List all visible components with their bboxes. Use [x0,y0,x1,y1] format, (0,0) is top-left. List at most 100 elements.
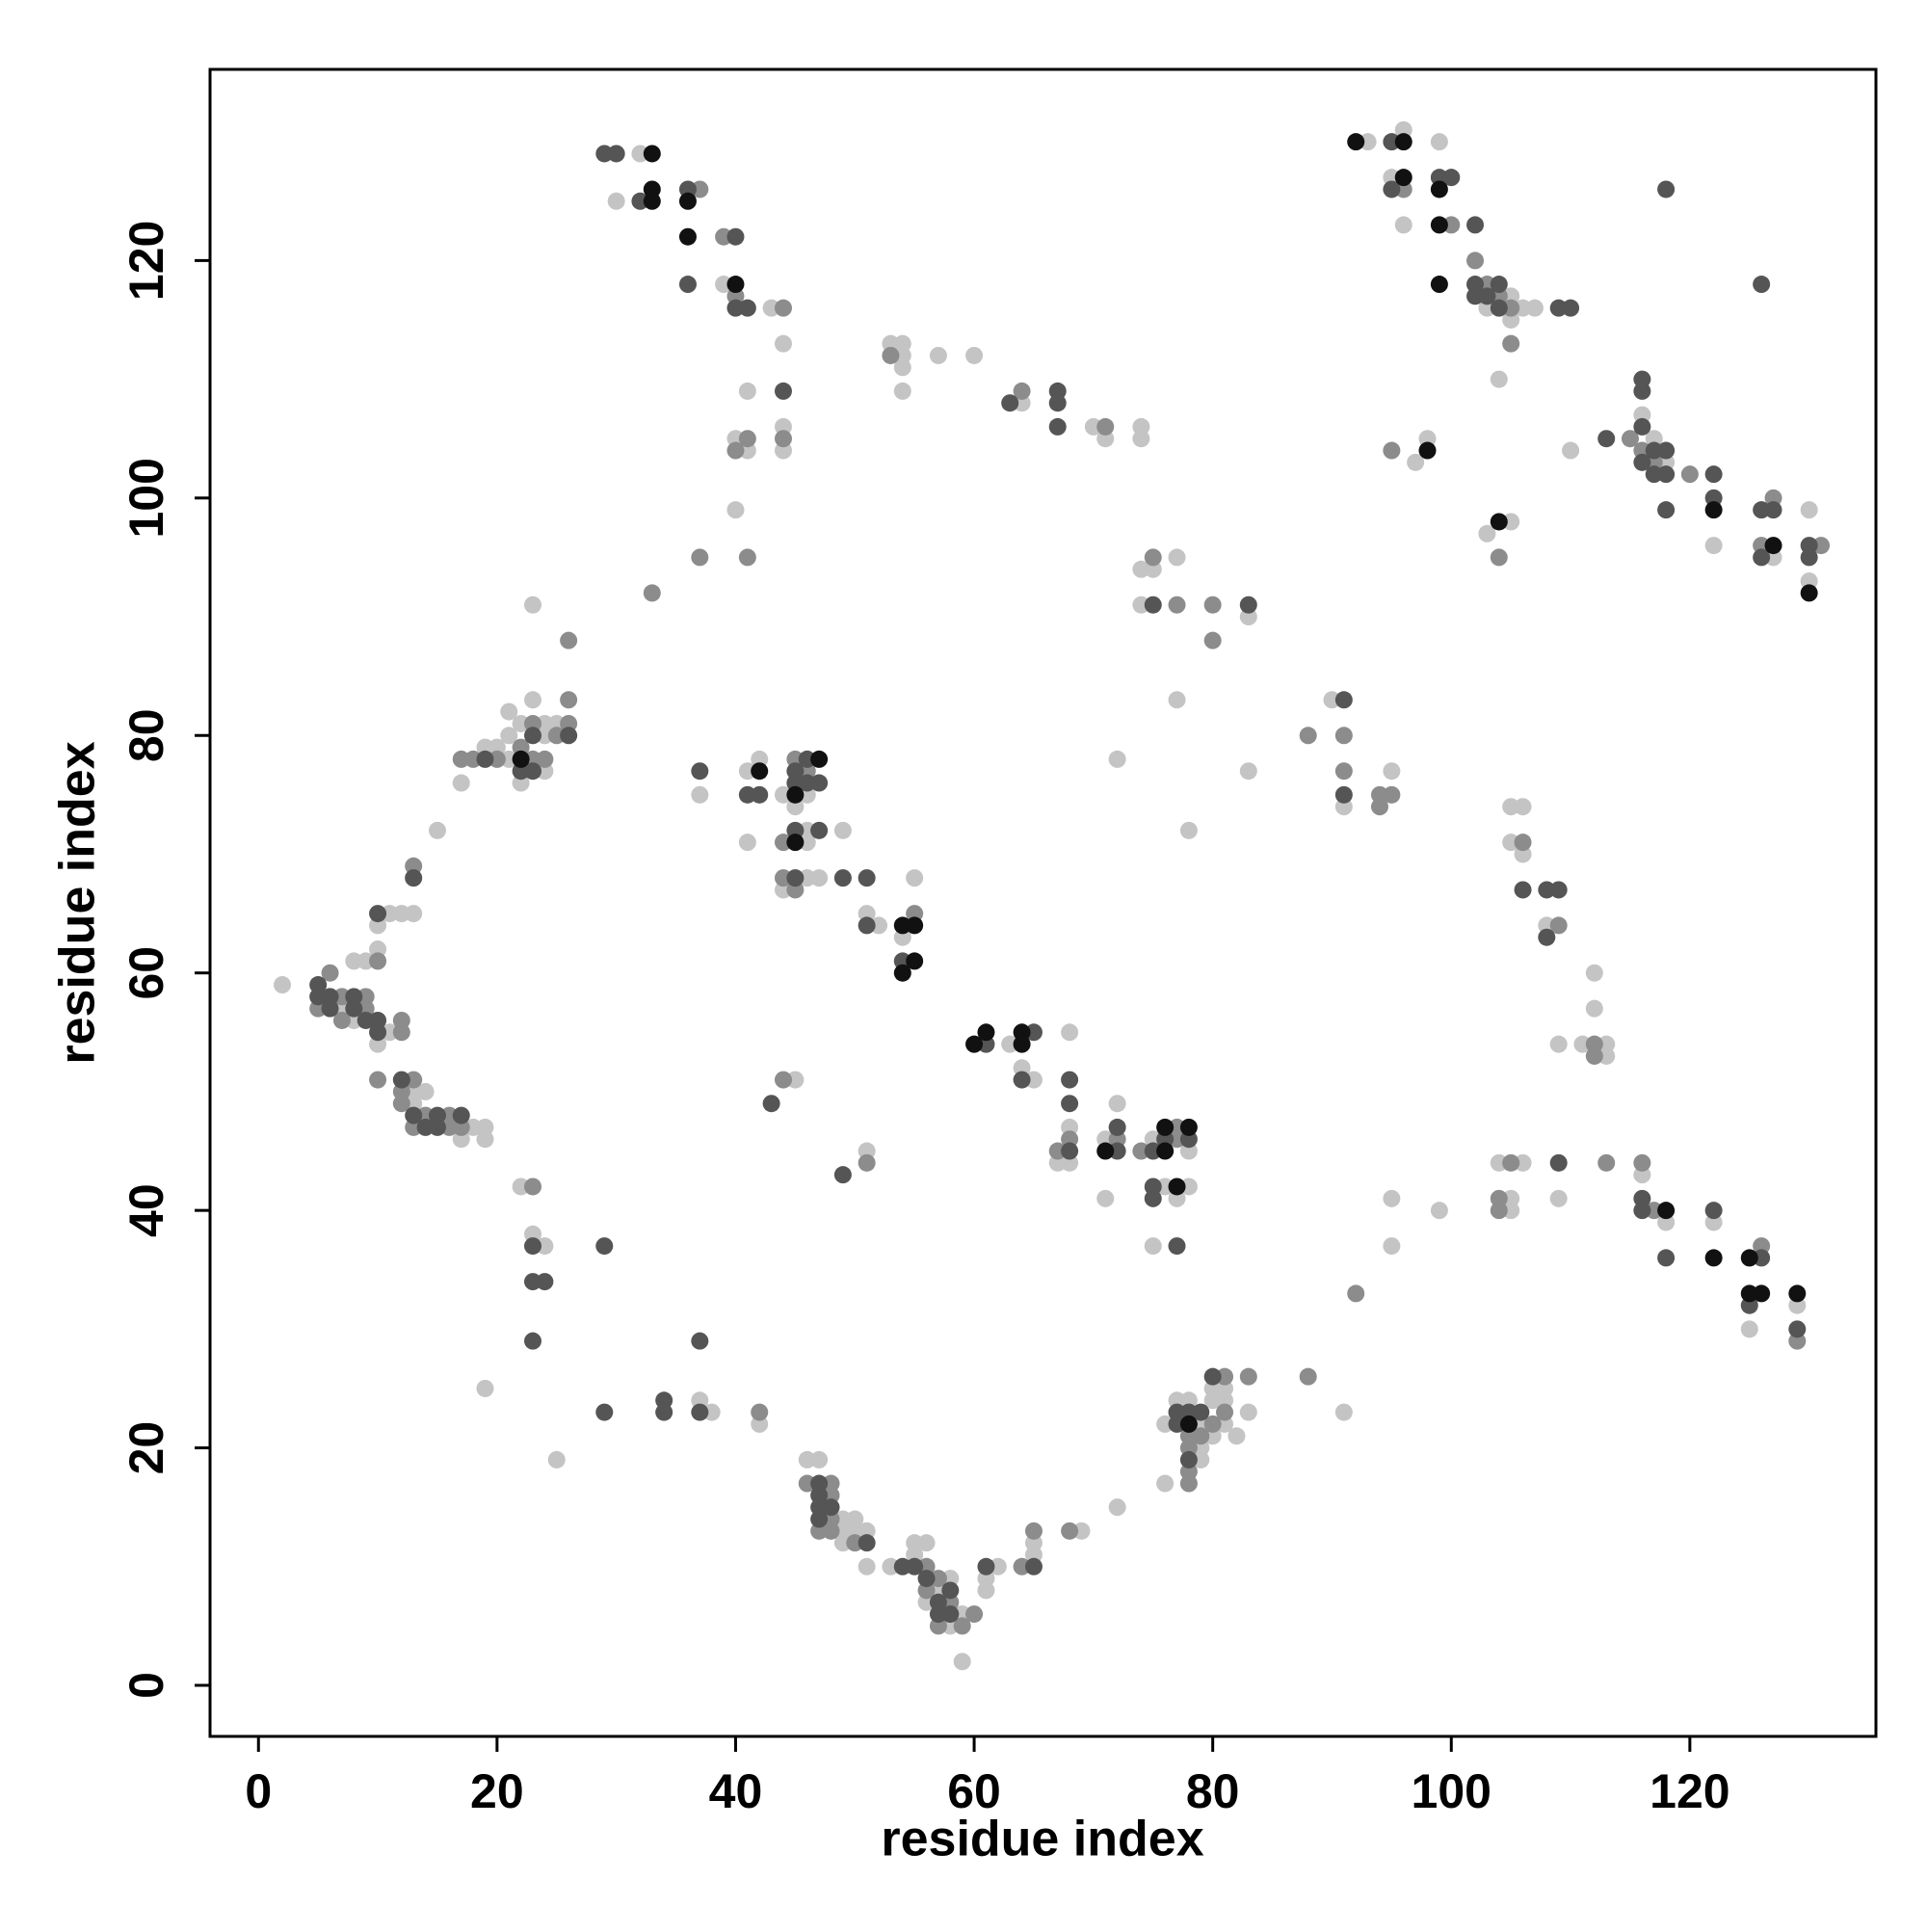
point [1192,1439,1210,1457]
point [547,727,566,745]
point [1334,1403,1353,1421]
point [786,762,805,781]
x-tick-label: 60 [947,1764,1001,1818]
point [1633,1166,1651,1184]
point [464,1118,483,1136]
point [691,1332,709,1350]
point [536,714,554,732]
point [798,785,816,804]
point [678,276,697,294]
point [512,762,530,781]
point [560,631,578,649]
point [1096,1142,1115,1160]
point [715,276,733,294]
point [738,299,756,317]
point [774,1071,792,1089]
point [392,1023,410,1042]
point [1466,216,1485,234]
point [1549,299,1568,317]
point [917,1557,936,1575]
point [715,227,733,246]
point [1442,169,1461,187]
point [726,276,745,294]
point [833,1534,852,1552]
point [1156,1142,1175,1160]
point [965,1605,984,1624]
point [1549,1035,1568,1053]
point [524,762,542,781]
point [321,964,339,982]
point [1299,727,1317,745]
point [1383,1189,1401,1207]
point [1645,1202,1663,1220]
point [1013,1059,1031,1077]
point [488,750,506,768]
point [965,1035,984,1053]
point [1740,1284,1758,1303]
point [1024,1546,1043,1564]
plot-frame [208,67,1878,1738]
point [846,1522,864,1540]
point [1740,1249,1758,1267]
point [751,1415,769,1433]
point [1466,251,1485,270]
point [1168,548,1186,567]
point [369,905,387,923]
point [929,1605,947,1624]
point [906,952,924,970]
point [833,1522,852,1540]
point [822,1510,840,1528]
point [738,785,756,804]
point [1704,465,1723,484]
point [1478,287,1496,305]
point [1514,1153,1532,1172]
point [810,1486,829,1504]
point [1800,548,1818,567]
point [977,1570,995,1588]
point [1108,1118,1126,1136]
point [917,1593,936,1611]
point [607,192,625,210]
point [1168,1189,1186,1207]
point [369,1071,387,1089]
point [1740,1320,1758,1338]
point [929,1593,947,1611]
point [1538,916,1556,935]
y-tick-label: 80 [119,708,173,762]
point [1585,964,1603,982]
point [405,1071,423,1089]
point [1585,999,1603,1018]
point [1597,430,1616,448]
point [1203,631,1222,649]
point [941,1605,960,1624]
point [1024,1023,1043,1042]
point [1216,1391,1234,1410]
point [1144,1237,1162,1256]
point [536,727,554,745]
point [1645,465,1663,484]
point [1001,1035,1019,1053]
point [274,976,292,994]
point [1466,276,1485,294]
point [906,916,924,935]
point [1132,430,1150,448]
point [392,1082,410,1100]
point [810,1522,829,1540]
point [643,192,661,210]
point [1347,133,1365,151]
point [810,1498,829,1517]
point [345,952,363,970]
point [822,1522,840,1540]
point [1383,441,1401,460]
point [1502,1189,1520,1207]
point [833,869,852,887]
point [1216,1379,1234,1397]
point [476,750,494,768]
point [1633,1202,1651,1220]
point [941,1570,960,1588]
point [1179,1130,1198,1149]
point [1490,1202,1508,1220]
point [798,1450,816,1469]
point [1645,430,1663,448]
point [929,1581,947,1600]
